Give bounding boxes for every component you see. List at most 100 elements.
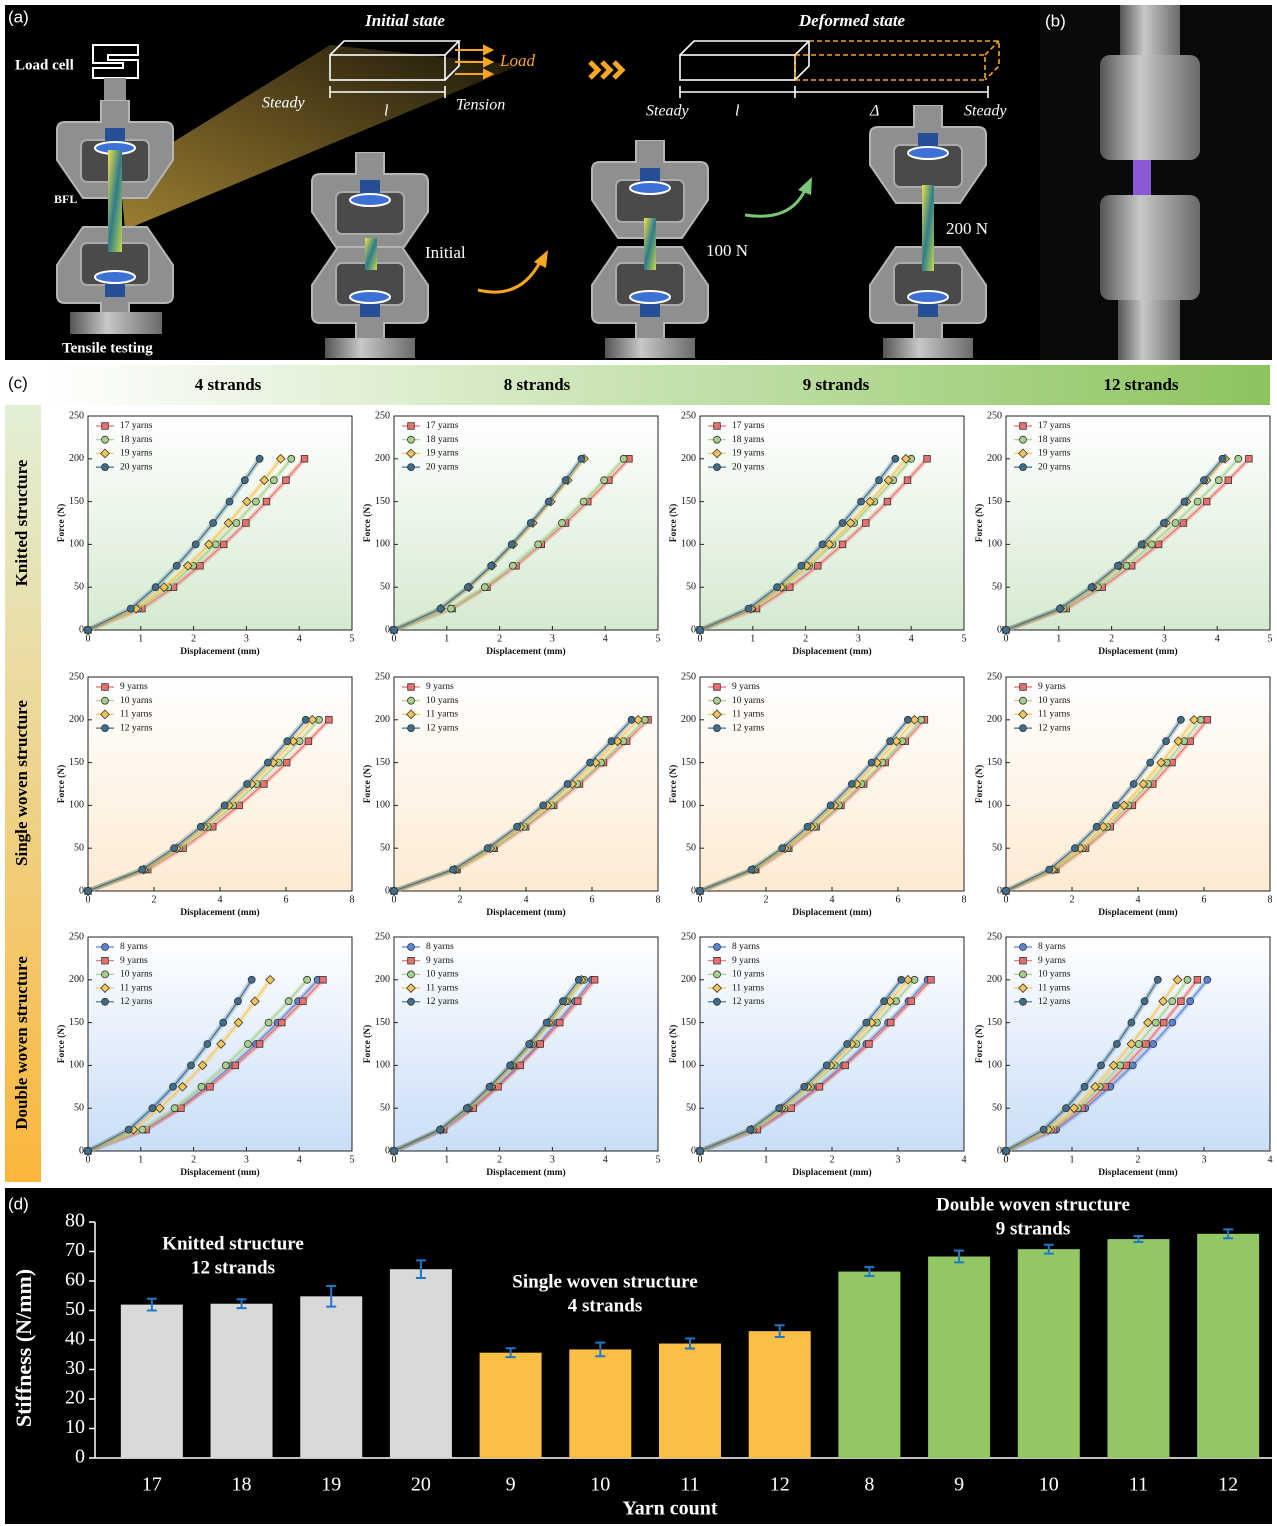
y-tick-label: 100	[69, 1060, 84, 1071]
x-tick-label: 4	[603, 633, 608, 644]
legend-label: 19 yarns	[120, 449, 153, 459]
x-tick-label: 0	[698, 894, 703, 905]
row-label: Knitted structure	[12, 459, 31, 586]
y-tick-label: 50	[992, 581, 1002, 592]
photo-grip	[1100, 195, 1200, 300]
y-tick-label: 200	[375, 974, 390, 985]
legend-label: 19 yarns	[1038, 449, 1071, 459]
marker	[220, 1019, 227, 1026]
y-tick-label: 100	[987, 1060, 1002, 1071]
y-tick-label: 250	[987, 410, 1002, 421]
marker	[448, 605, 455, 612]
specimen	[365, 238, 377, 270]
marker	[507, 1062, 514, 1069]
y-tick-label: 50	[74, 581, 84, 592]
bar	[569, 1349, 631, 1458]
marker	[564, 781, 571, 788]
marker	[620, 455, 627, 462]
marker	[1003, 1148, 1010, 1155]
label: Load	[499, 51, 535, 70]
x-tick-label: 9	[954, 1474, 964, 1496]
marker	[305, 738, 312, 745]
label: Tensile testing	[62, 340, 153, 356]
marker	[464, 584, 471, 591]
marker	[244, 1041, 251, 1048]
marker	[243, 520, 250, 527]
y-tick-label: 50	[686, 1102, 696, 1113]
marker	[102, 725, 109, 732]
legend-label: 20 yarns	[732, 462, 765, 472]
marker	[1003, 888, 1010, 895]
marker	[252, 498, 259, 505]
annotation: Single woven structure	[512, 1271, 697, 1292]
marker	[173, 562, 180, 569]
legend-label: 10 yarns	[1038, 970, 1071, 980]
legend-label: 12 yarns	[426, 723, 459, 733]
marker	[1056, 605, 1063, 612]
specimen	[644, 218, 656, 270]
column-header: 12 strands	[1103, 375, 1178, 394]
marker	[171, 845, 178, 852]
marker	[326, 717, 333, 724]
base	[605, 338, 695, 358]
x-tick-label: 5	[656, 1154, 661, 1165]
marker	[881, 998, 888, 1005]
y-tick-label: 250	[375, 671, 390, 682]
y-axis-label: Force (N)	[56, 765, 67, 804]
specimen	[108, 150, 122, 252]
x-axis-label: Displacement (mm)	[180, 907, 259, 918]
marker	[714, 464, 721, 471]
marker	[587, 759, 594, 766]
annotation: 4 strands	[568, 1295, 642, 1316]
y-tick-label: 250	[375, 931, 390, 942]
legend-label: 11 yarns	[1038, 983, 1070, 993]
base	[883, 338, 973, 358]
marker	[1160, 520, 1167, 527]
marker	[484, 845, 491, 852]
bar	[749, 1331, 811, 1458]
photo-grip	[1100, 55, 1200, 160]
marker	[827, 802, 834, 809]
label: Load cell	[15, 57, 74, 73]
marker	[304, 976, 311, 983]
marker	[866, 1041, 873, 1048]
marker	[234, 998, 241, 1005]
marker	[508, 541, 515, 548]
legend-label: 18 yarns	[732, 435, 765, 445]
marker	[526, 1041, 533, 1048]
annotation: 12 strands	[191, 1257, 275, 1278]
marker	[102, 944, 109, 951]
legend-label: 11 yarns	[426, 983, 458, 993]
legend-label: 19 yarns	[426, 449, 459, 459]
marker	[1071, 845, 1078, 852]
marker	[1169, 998, 1176, 1005]
y-tick-label: 0	[75, 1446, 85, 1468]
y-tick-label: 200	[69, 714, 84, 725]
marker	[1141, 998, 1148, 1005]
marker	[887, 1019, 894, 1026]
label: Δ	[869, 103, 879, 120]
legend-label: 17 yarns	[120, 421, 153, 431]
marker	[580, 498, 587, 505]
legend-label: 10 yarns	[120, 970, 153, 980]
marker	[591, 977, 598, 984]
x-tick-label: 18	[232, 1474, 252, 1496]
photo-machine-part	[1118, 300, 1180, 360]
marker	[408, 944, 415, 951]
label: Initial	[425, 243, 466, 262]
x-tick-label: 8	[350, 894, 355, 905]
y-tick-label: 0	[997, 1145, 1002, 1156]
marker	[256, 1041, 263, 1048]
marker	[714, 436, 721, 443]
x-tick-label: 6	[896, 894, 901, 905]
marker	[463, 1105, 470, 1112]
x-tick-label: 9	[506, 1474, 516, 1496]
x-tick-label: 11	[1129, 1474, 1148, 1496]
marker	[844, 1041, 851, 1048]
x-tick-label: 10	[590, 1474, 610, 1496]
x-tick-label: 1	[764, 1154, 769, 1165]
marker	[1020, 436, 1027, 443]
x-tick-label: 5	[1268, 633, 1273, 644]
marker	[509, 562, 516, 569]
x-tick-label: 10	[1039, 1474, 1059, 1496]
